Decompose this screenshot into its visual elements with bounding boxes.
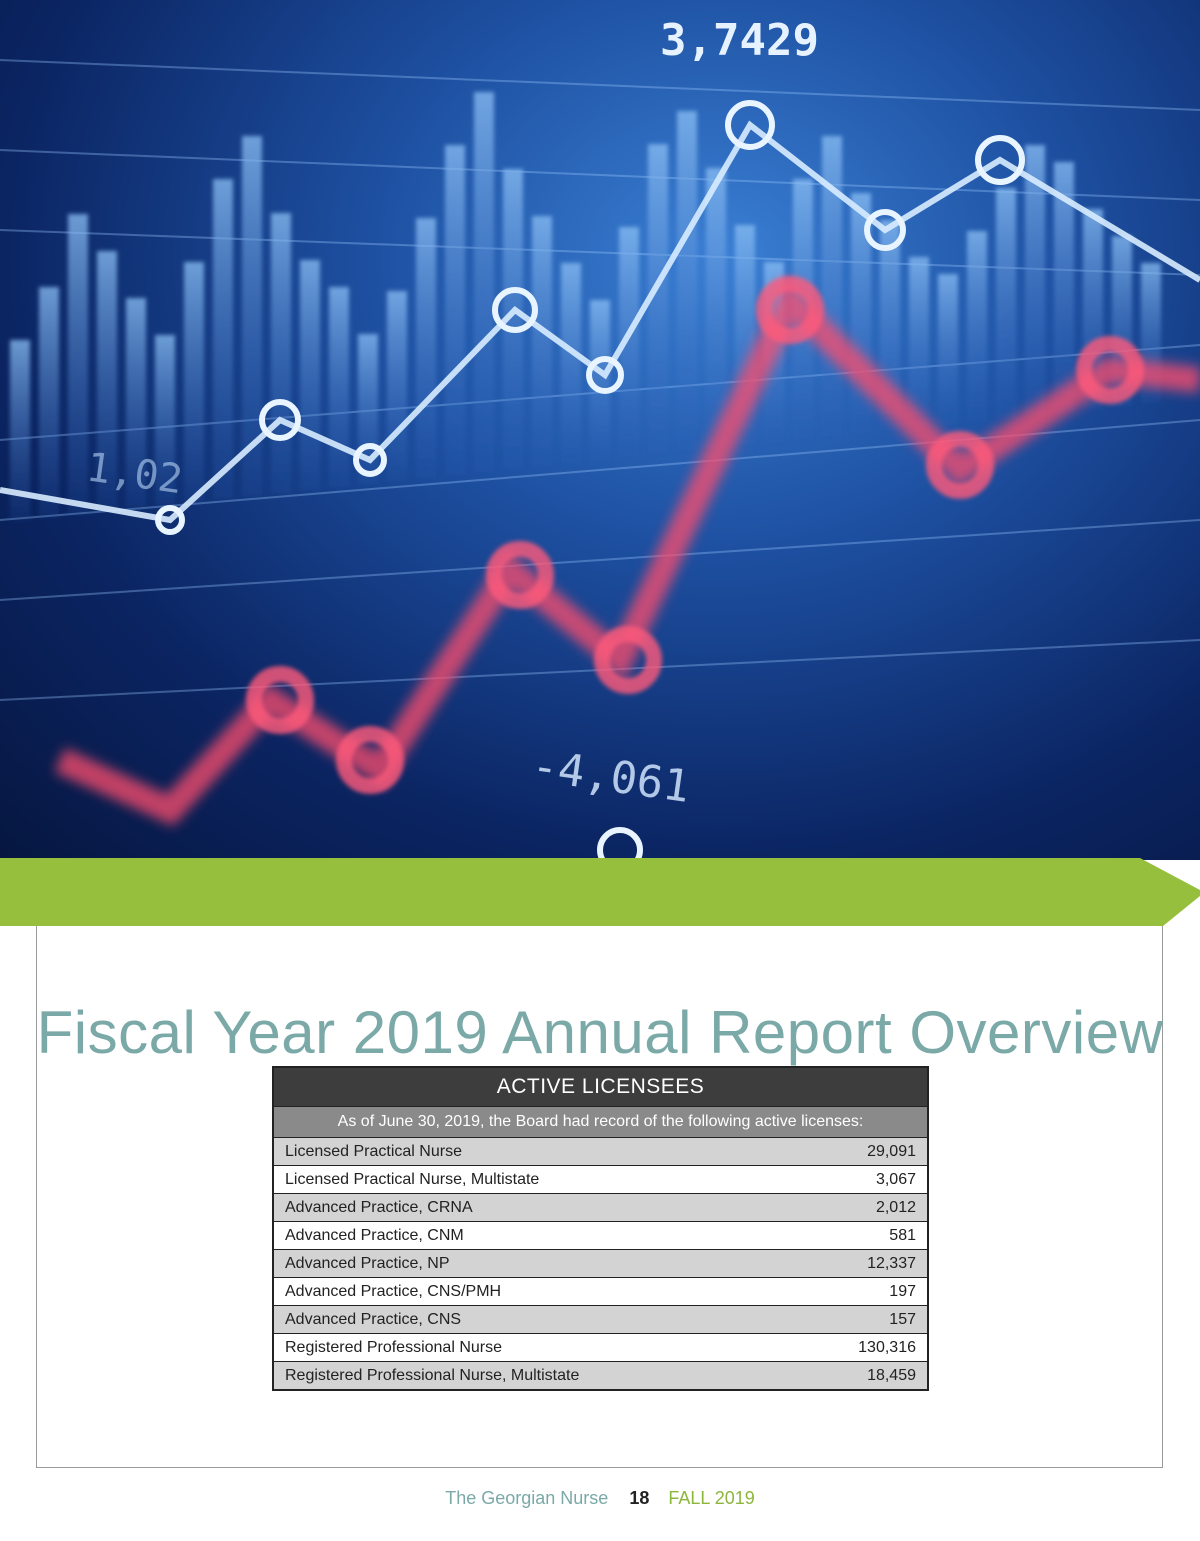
license-type: Advanced Practice, CNM (273, 1221, 796, 1250)
license-type: Registered Professional Nurse (273, 1333, 796, 1362)
table-row: Registered Professional Nurse 130,316 (273, 1333, 928, 1362)
decorative-bar (503, 169, 523, 469)
table-row: Advanced Practice, CNM 581 (273, 1221, 928, 1250)
overlay-number-top: 3,7429 (660, 15, 819, 66)
decorative-bar (967, 231, 987, 421)
stock-chart-illustration: 3,7429 1,02 -4,061 (0, 15, 1200, 860)
decorative-bar (561, 263, 581, 463)
license-count: 3,067 (795, 1165, 928, 1194)
decorative-bar (155, 335, 175, 505)
decorative-bar (532, 216, 552, 466)
decorative-bar (909, 257, 929, 427)
license-type: Advanced Practice, NP (273, 1249, 796, 1278)
table-row: Advanced Practice, CNS 157 (273, 1305, 928, 1334)
decorative-bar (329, 287, 349, 487)
decorative-bar (184, 262, 204, 502)
decorative-bar (938, 274, 958, 424)
decorative-bar (271, 213, 291, 493)
decorative-bar (39, 287, 59, 517)
table-row: Advanced Practice, CRNA 2,012 (273, 1193, 928, 1222)
active-licensees-table: ACTIVE LICENSEES As of June 30, 2019, th… (272, 1066, 929, 1391)
license-count: 130,316 (795, 1333, 928, 1362)
table-row: Advanced Practice, NP 12,337 (273, 1249, 928, 1278)
decorative-bar (996, 188, 1016, 418)
decorative-bar (126, 298, 146, 508)
bar-histogram (10, 92, 1161, 520)
white-trend-line (0, 100, 1200, 860)
page-footer: The Georgian Nurse 18 FALL 2019 (0, 1488, 1200, 1509)
decorative-bar (68, 214, 88, 514)
license-count: 29,091 (795, 1137, 928, 1166)
license-count: 157 (795, 1305, 928, 1334)
green-accent-band (0, 858, 1200, 926)
page-number: 18 (629, 1488, 650, 1508)
decorative-bar (474, 92, 494, 472)
license-count: 581 (795, 1221, 928, 1250)
table-row: Licensed Practical Nurse 29,091 (273, 1137, 928, 1166)
decorative-bar (677, 111, 697, 451)
decorative-bar (10, 340, 30, 520)
decorative-bar (97, 251, 117, 511)
license-type: Licensed Practical Nurse (273, 1137, 796, 1166)
table-subheader: As of June 30, 2019, the Board had recor… (273, 1106, 928, 1138)
publication-name: The Georgian Nurse (445, 1488, 609, 1508)
license-type: Registered Professional Nurse, Multistat… (273, 1361, 796, 1391)
decorative-bar (1054, 162, 1074, 412)
decorative-bar (416, 218, 436, 478)
content-frame (36, 926, 1163, 1468)
decorative-bar (706, 168, 726, 448)
license-type: Advanced Practice, CNS (273, 1305, 796, 1334)
overlay-number-bottom: -4,061 (528, 740, 693, 813)
license-type: Advanced Practice, CRNA (273, 1193, 796, 1222)
decorative-bar (387, 291, 407, 481)
decorative-bar (445, 145, 465, 475)
decorative-bar (1025, 145, 1045, 415)
table-row: Licensed Practical Nurse, Multistate 3,06… (273, 1165, 928, 1194)
decorative-bar (619, 227, 639, 457)
decorative-bar (213, 179, 233, 499)
table-body: Licensed Practical Nurse 29,091 Licensed P… (273, 1137, 928, 1391)
license-count: 18,459 (795, 1361, 928, 1391)
decorative-bar (590, 300, 610, 460)
decorative-bar (648, 144, 668, 454)
decorative-bar (300, 260, 320, 490)
issue-label: FALL 2019 (668, 1488, 755, 1508)
table-row: Advanced Practice, CNS/PMH 197 (273, 1277, 928, 1306)
hero-image: 3,7429 1,02 -4,061 (0, 0, 1200, 860)
license-type: Advanced Practice, CNS/PMH (273, 1277, 796, 1306)
red-trend-markers (246, 276, 1144, 794)
decorative-bar (242, 136, 262, 496)
red-trend-line (54, 277, 1200, 826)
table-row: Registered Professional Nurse, Multistat… (273, 1361, 928, 1391)
table-header: ACTIVE LICENSEES (273, 1067, 928, 1107)
license-count: 197 (795, 1277, 928, 1306)
license-type: Licensed Practical Nurse, Multistate (273, 1165, 796, 1194)
license-count: 12,337 (795, 1249, 928, 1278)
page-title: Fiscal Year 2019 Annual Report Overview (36, 999, 1164, 1067)
license-count: 2,012 (795, 1193, 928, 1222)
